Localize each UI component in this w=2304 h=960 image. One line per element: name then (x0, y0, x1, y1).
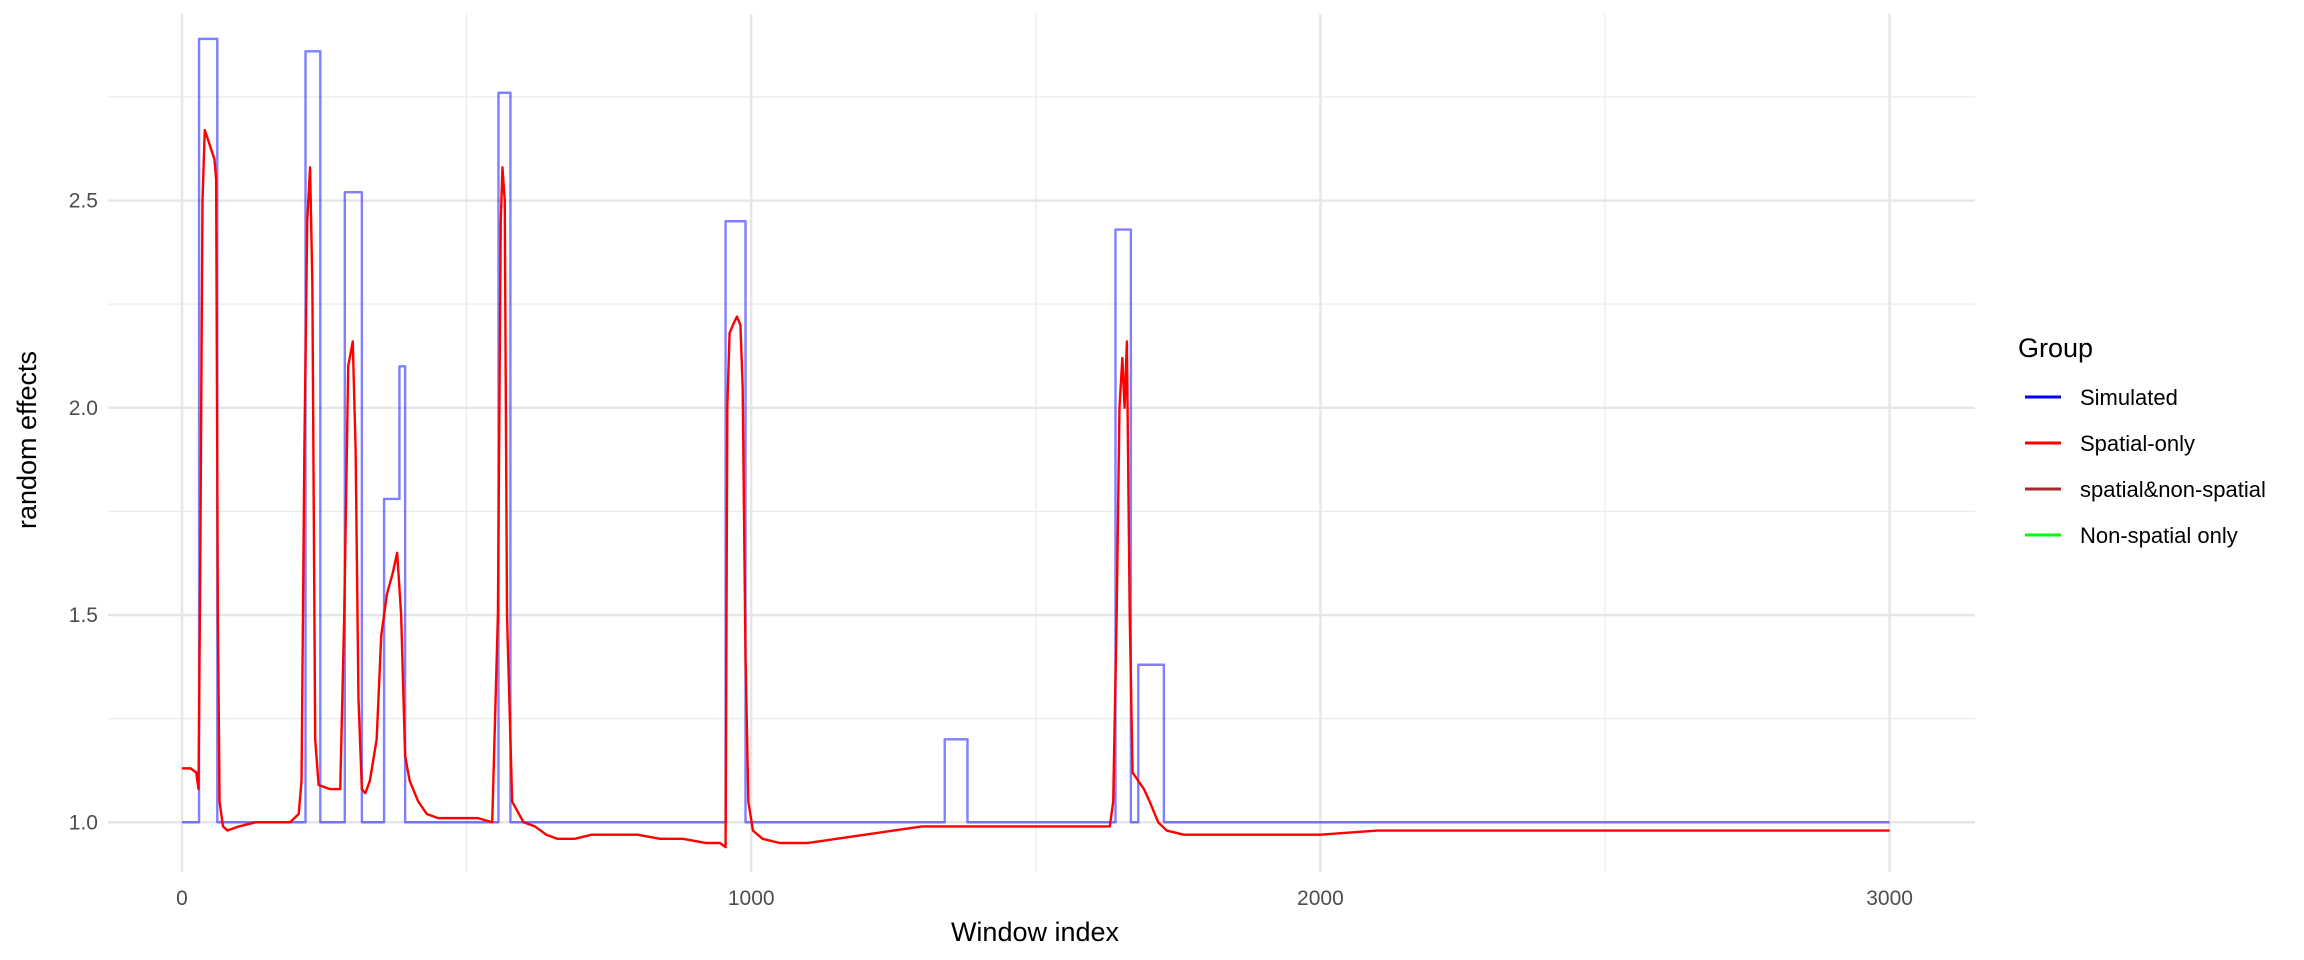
x-tick-label-3: 3000 (1866, 887, 1913, 910)
legend-title: Group (2018, 333, 2093, 363)
x-axis: 0 1000 2000 3000 (176, 887, 1913, 910)
x-axis-title: Window index (951, 917, 1120, 947)
legend-entries: Simulated Spatial-only spatial&non-spatial… (2025, 385, 2266, 548)
legend-label-spatial-only: Spatial-only (2080, 431, 2195, 456)
y-tick-label-1: 1.5 (69, 604, 98, 627)
legend: Group Simulated Spatial-only spatial&non-s… (2018, 333, 2266, 548)
legend-label-simulated: Simulated (2080, 385, 2178, 410)
series-layer (182, 37, 1890, 849)
series-line-spatial-only (182, 128, 1890, 849)
legend-label-spatial-non-spatial: spatial&non-spatial (2080, 477, 2266, 502)
y-axis-title: random effects (12, 351, 42, 529)
y-tick-label-2: 2.0 (69, 397, 98, 420)
y-tick-label-0: 1.0 (69, 811, 98, 834)
y-tick-label-3: 2.5 (69, 190, 98, 213)
y-axis: 1.0 1.5 2.0 2.5 (69, 190, 98, 835)
x-tick-label-0: 0 (176, 887, 188, 910)
grid-minor (108, 14, 1975, 872)
legend-label-non-spatial-only: Non-spatial only (2080, 523, 2238, 548)
x-tick-label-1: 1000 (728, 887, 775, 910)
x-tick-label-2: 2000 (1297, 887, 1344, 910)
